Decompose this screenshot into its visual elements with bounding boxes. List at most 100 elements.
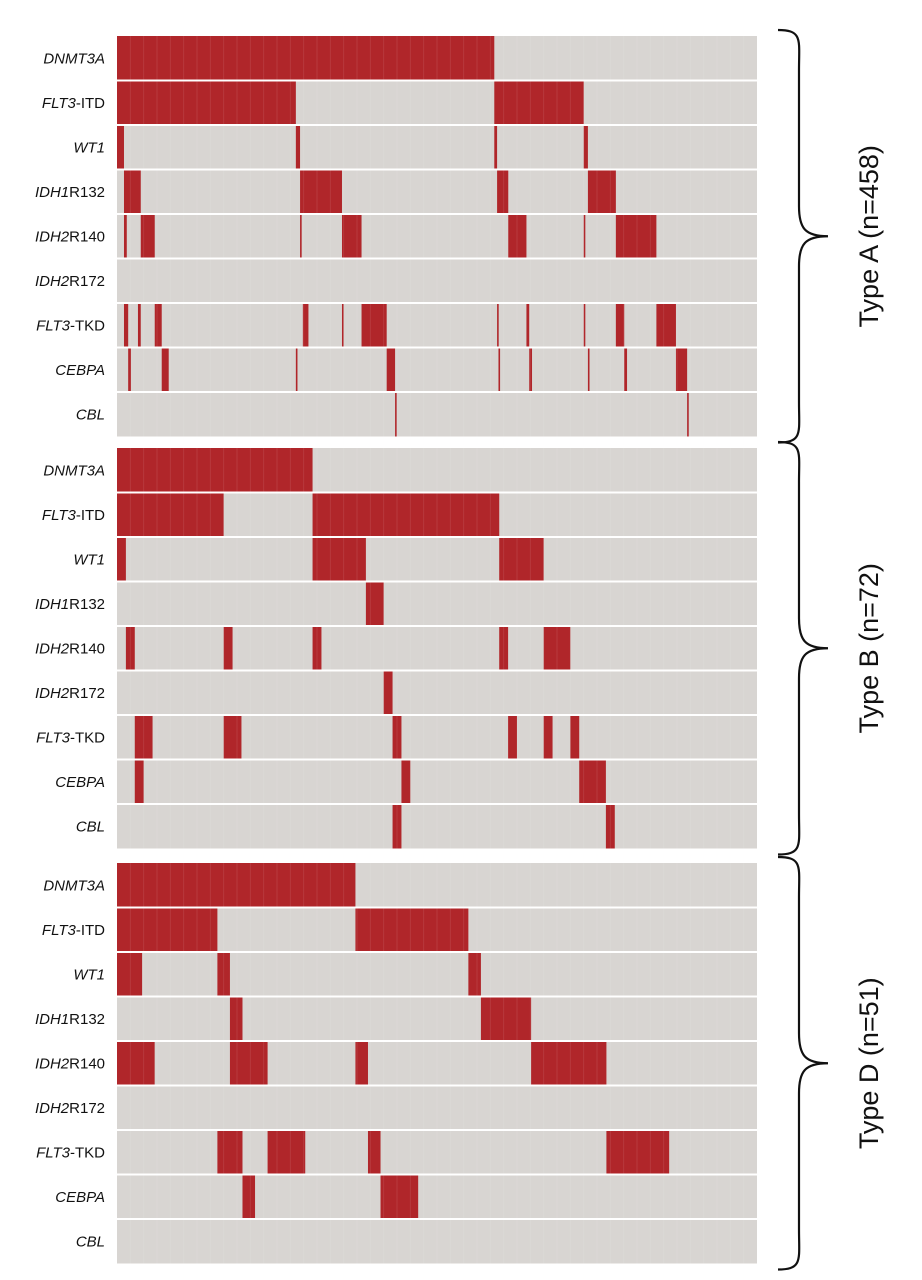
mutation-cell	[480, 996, 532, 1041]
mutation-cell	[123, 303, 129, 348]
mutation-cell	[117, 125, 124, 170]
mutation-cell	[117, 952, 143, 997]
group-title: Type B (n=72)	[854, 563, 884, 733]
mutation-cell	[123, 214, 127, 259]
gene-label: CBL	[76, 1233, 105, 1250]
mutation-cell	[312, 492, 500, 537]
mutation-cell	[401, 759, 411, 804]
mutation-cell	[341, 214, 362, 259]
mutation-cell	[395, 392, 397, 437]
row-separator	[117, 906, 757, 909]
mutation-cell	[223, 715, 242, 760]
gene-label: IDH2R140	[35, 1055, 105, 1072]
row-separator	[117, 951, 757, 953]
mutation-cell	[217, 952, 230, 997]
mutation-cell	[355, 907, 469, 952]
row-separator	[117, 758, 757, 761]
mutation-cell	[675, 347, 688, 392]
row-separator	[117, 491, 757, 494]
mutation-cell	[140, 214, 155, 259]
mutation-cell	[624, 347, 628, 392]
row-separator	[117, 580, 757, 583]
row-separator	[117, 168, 757, 171]
mutation-cell	[508, 715, 517, 760]
row-separator	[117, 714, 757, 716]
gene-label: DNMT3A	[43, 50, 105, 67]
mutation-cell	[529, 347, 533, 392]
mutation-cell	[386, 347, 396, 392]
mutation-cell	[583, 303, 586, 348]
gene-label: DNMT3A	[43, 462, 105, 479]
gene-label: IDH1R132	[35, 1011, 105, 1028]
mutation-cell	[543, 626, 571, 671]
gene-label: CBL	[76, 818, 105, 835]
mutation-cell	[117, 1041, 155, 1086]
gene-label: FLT3-TKD	[36, 1144, 105, 1161]
row-separator	[117, 124, 757, 126]
gene-label: IDH1R132	[35, 596, 105, 613]
mutation-cell	[117, 907, 218, 952]
mutation-cell	[300, 214, 302, 259]
gene-label: FLT3-ITD	[42, 922, 105, 939]
row-separator	[117, 1218, 757, 1220]
gene-label: IDH2R172	[35, 1100, 105, 1117]
panel-3: DNMT3A FLT3-ITD WT1 IDH1R132 IDH2R140 IDH2R17…	[35, 855, 884, 1271]
mutation-cell	[242, 1174, 256, 1219]
row-separator	[117, 302, 757, 304]
mutation-cell	[497, 169, 509, 214]
mutation-cell	[223, 626, 233, 671]
row-separator	[117, 995, 757, 998]
mutation-cell	[494, 80, 584, 125]
mutation-cell	[468, 952, 481, 997]
mutation-cell	[295, 347, 298, 392]
row-separator	[117, 346, 757, 349]
panel-2: DNMT3A FLT3-ITD WT1 IDH1R132 IDH2R140 IDH2R17…	[35, 440, 884, 856]
mutation-cell	[497, 303, 499, 348]
mutation-cell	[128, 347, 131, 392]
gene-label: FLT3-TKD	[36, 729, 105, 746]
group-brace	[777, 28, 829, 444]
row-separator	[117, 79, 757, 82]
mutation-cell	[499, 626, 509, 671]
mutation-cell	[123, 169, 141, 214]
mutation-cell	[526, 303, 530, 348]
gene-label: CEBPA	[55, 1189, 105, 1206]
gene-label: DNMT3A	[43, 877, 105, 894]
mutation-cell	[605, 804, 615, 849]
row-separator	[117, 1129, 757, 1131]
mutation-cell	[587, 347, 590, 392]
mutation-cell	[229, 996, 243, 1041]
mutation-cell	[570, 715, 580, 760]
mutation-cell	[579, 759, 606, 804]
mutation-cell	[583, 214, 586, 259]
mutation-cell	[361, 303, 387, 348]
row-separator	[117, 257, 757, 260]
mutation-cell	[606, 1130, 670, 1175]
mutation-cell	[161, 347, 169, 392]
row-separator	[117, 1173, 757, 1176]
gene-label: FLT3-ITD	[42, 95, 105, 112]
mutation-cell	[615, 303, 625, 348]
row-separator	[117, 391, 757, 393]
mutation-cell	[687, 392, 689, 437]
mutation-cell	[302, 303, 309, 348]
row-separator	[117, 625, 757, 627]
mutation-cell	[117, 80, 296, 125]
mutation-cell	[380, 1174, 419, 1219]
row-separator	[117, 213, 757, 215]
mutation-cell	[365, 581, 384, 626]
mutation-cell	[125, 626, 135, 671]
mutation-cell	[392, 804, 402, 849]
row-separator	[117, 1040, 757, 1042]
gene-label: IDH2R172	[35, 273, 105, 290]
mutation-cell	[531, 1041, 607, 1086]
row-separator	[117, 536, 757, 538]
gene-label: CEBPA	[55, 774, 105, 791]
gene-label: WT1	[73, 551, 105, 568]
mutation-cell	[508, 214, 527, 259]
mutation-cell	[383, 670, 393, 715]
mutation-cell	[312, 626, 322, 671]
mutation-cell	[117, 36, 495, 81]
mutation-cell	[312, 537, 366, 582]
